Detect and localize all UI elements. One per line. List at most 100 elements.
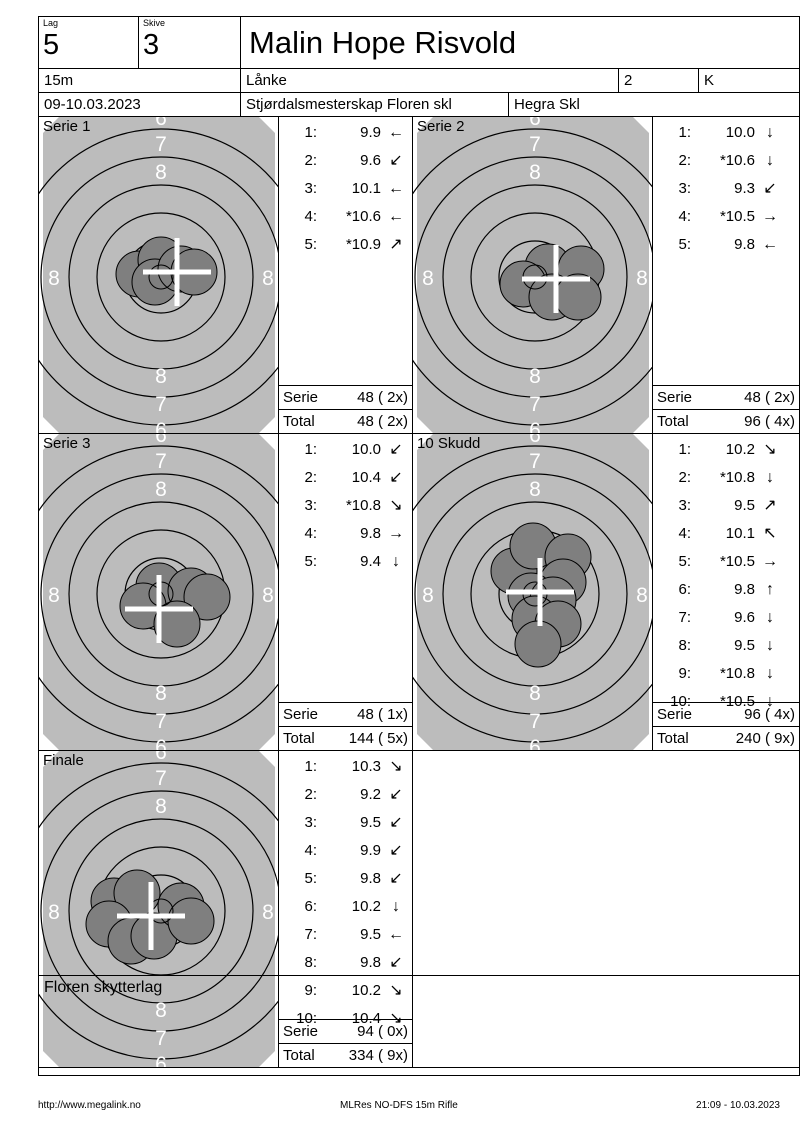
shot-direction-arrow-icon: ← [388, 180, 404, 197]
shot-number: 2: [678, 152, 691, 169]
shot-row: 2: *10.8 ↓ [653, 464, 799, 492]
shot-direction-arrow-icon: ↗ [389, 236, 403, 253]
shot-number: 2: [304, 786, 317, 803]
shot-value: 9.8 [360, 870, 381, 887]
target-face-graphic: 7 8 8 8 8 7 6 6 [39, 751, 278, 1067]
shot-value: 9.5 [360, 814, 381, 831]
summary-value: 48 ( 1x) [357, 706, 408, 723]
empty-panel [413, 751, 799, 1068]
svg-text:8: 8 [155, 478, 167, 501]
target-wrap: 7 8 8 8 8 7 6 6 Serie 3 [39, 434, 278, 750]
summary-label: Total [283, 730, 315, 747]
target-face-graphic: 7 8 8 8 8 7 6 6 [413, 117, 652, 434]
shot-direction-arrow-icon: ↓ [766, 609, 774, 626]
shot-number: 9: [304, 982, 317, 999]
shot-row: 3: 10.1 ← [279, 175, 412, 203]
skive-label: Skive [143, 18, 166, 28]
shot-row: 5: 9.8 ← [653, 231, 799, 259]
svg-text:6: 6 [155, 117, 167, 130]
summary-value: 144 ( 5x) [348, 730, 408, 747]
shot-direction-arrow-icon: ← [762, 236, 778, 253]
shot-direction-arrow-icon: ↓ [392, 553, 400, 570]
shot-direction-arrow-icon: ↙ [763, 180, 777, 197]
shooter-name-cell: Malin Hope Risvold [241, 17, 799, 68]
svg-text:8: 8 [529, 682, 541, 705]
lag-value: 5 [43, 29, 60, 61]
shot-number: 1: [304, 758, 317, 775]
shot-direction-arrow-icon: ↓ [766, 124, 774, 141]
summary-label: Serie [283, 1023, 319, 1040]
shot-row: 10: *10.5 ↓ [653, 688, 799, 716]
shot-value: 10.4 [351, 469, 381, 486]
target-panel-10-skudd: 7 8 8 8 8 7 6 6 10 Skudd [413, 434, 653, 751]
group-centre-crosshair [537, 558, 543, 626]
shot-direction-arrow-icon: ↓ [766, 152, 774, 169]
svg-text:8: 8 [155, 682, 167, 705]
svg-text:6: 6 [529, 117, 541, 130]
shot-row: 5: *10.5 → [653, 548, 799, 576]
shot-direction-arrow-icon: ↙ [389, 441, 403, 458]
shot-value: 10.2 [351, 982, 381, 999]
club-footer-row: Floren skytterlag [39, 975, 799, 1001]
shot-number: 9: [678, 665, 691, 682]
footer-url[interactable]: http://www.megalink.no [38, 1100, 141, 1111]
svg-text:8: 8 [262, 901, 274, 924]
shot-hole [183, 573, 231, 621]
svg-text:6: 6 [529, 434, 541, 447]
shot-direction-arrow-icon: ↙ [389, 870, 403, 887]
shot-number: 7: [678, 609, 691, 626]
shot-value: 9.8 [360, 525, 381, 542]
shot-direction-arrow-icon: ↘ [389, 982, 403, 999]
shot-row: 4: 10.1 ↖ [653, 520, 799, 548]
skive-cell: Skive 3 [139, 17, 241, 68]
shot-direction-arrow-icon: ↙ [389, 469, 403, 486]
shot-value: *10.8 [719, 665, 755, 682]
summary-label: Serie [657, 706, 693, 723]
shot-value: 10.2 [351, 898, 381, 915]
summary-label: Total [657, 413, 689, 430]
lag-label: Lag [43, 18, 59, 28]
shot-list-finale: 1: 10.3 ↘ 2: 9.2 ↙ 3: 9.5 ↙ 4: 9.9 ↙ 5: 9.8 ↙ 6: 10.2 ↓ 7:… [279, 751, 413, 1068]
shot-value: 9.9 [360, 842, 381, 859]
shot-number: 2: [304, 469, 317, 486]
shot-value: 9.4 [360, 553, 381, 570]
shot-value: 9.8 [734, 236, 755, 253]
shot-number: 10: [296, 1010, 317, 1027]
shot-list: 1: 10.3 ↘ 2: 9.2 ↙ 3: 9.5 ↙ 4: 9.9 ↙ 5: 9.8 ↙ 6: 10.2 ↓ 7:… [279, 751, 412, 1067]
shot-value: *10.9 [345, 236, 381, 253]
shot-number: 2: [304, 152, 317, 169]
serie-summary-row: Serie 94 ( 0x) [279, 1019, 412, 1043]
shot-direction-arrow-icon: ↓ [766, 637, 774, 654]
svg-text:7: 7 [155, 1027, 167, 1050]
svg-text:6: 6 [529, 419, 541, 434]
svg-text:7: 7 [155, 767, 167, 790]
svg-text:8: 8 [48, 901, 60, 924]
svg-text:7: 7 [155, 450, 167, 473]
skive-value: 3 [143, 29, 160, 61]
svg-text:8: 8 [636, 267, 648, 290]
svg-text:6: 6 [155, 419, 167, 434]
shot-row: 2: 9.6 ↙ [279, 147, 412, 175]
svg-text:8: 8 [155, 161, 167, 184]
target-wrap: 7 8 8 8 8 7 6 6 Serie 1 [39, 117, 278, 433]
shot-value: *10.6 [719, 152, 755, 169]
shot-number: 1: [304, 441, 317, 458]
shot-number: 8: [304, 954, 317, 971]
svg-text:6: 6 [155, 751, 167, 764]
shot-direction-arrow-icon: ← [388, 208, 404, 225]
svg-text:8: 8 [262, 267, 274, 290]
series-title: Finale [43, 752, 84, 769]
shot-hole [514, 620, 562, 668]
shot-direction-arrow-icon: ↘ [389, 1010, 403, 1027]
shot-row: 4: *10.6 ← [279, 203, 412, 231]
summary-label: Serie [283, 389, 319, 406]
summary-value: 96 ( 4x) [744, 706, 795, 723]
shot-number: 2: [678, 469, 691, 486]
shot-row: 2: *10.6 ↓ [653, 147, 799, 175]
class-number-cell: 2 [619, 69, 699, 92]
shot-number: 3: [304, 814, 317, 831]
shot-row: 5: 9.4 ↓ [279, 548, 412, 576]
shot-row: 3: 9.5 ↗ [653, 492, 799, 520]
total-summary-row: Total 144 ( 5x) [279, 726, 412, 750]
